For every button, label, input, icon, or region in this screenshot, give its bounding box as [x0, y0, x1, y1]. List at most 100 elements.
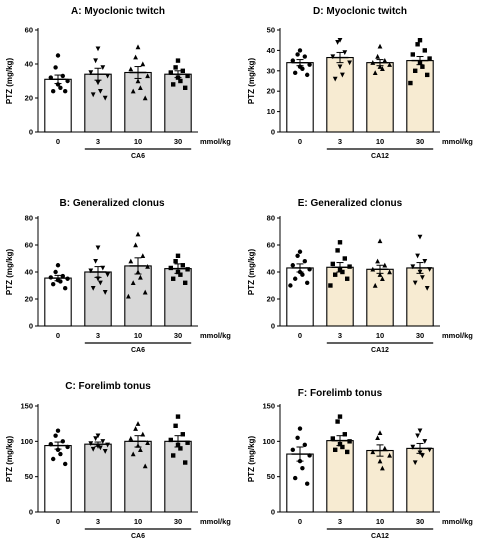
y-tick-label: 0 — [271, 508, 275, 517]
data-point — [95, 245, 101, 251]
data-point — [380, 465, 385, 471]
group-label: CA6 — [131, 533, 145, 540]
data-point — [382, 262, 388, 268]
data-point — [62, 286, 68, 291]
chart-title: F: Forelimb tonus — [298, 388, 383, 399]
bar-10 — [124, 440, 152, 513]
data-point — [417, 38, 423, 43]
data-point — [53, 433, 58, 438]
data-point — [328, 283, 333, 288]
data-point — [180, 263, 185, 268]
data-point — [65, 444, 70, 450]
data-point — [337, 64, 343, 70]
data-point — [377, 43, 383, 49]
data-point — [53, 269, 58, 275]
data-point — [142, 463, 148, 469]
data-point — [295, 253, 300, 258]
group-label: CA12 — [371, 153, 389, 160]
data-point — [417, 234, 423, 240]
data-point — [300, 272, 305, 277]
data-point — [130, 451, 136, 457]
data-point — [128, 66, 134, 72]
data-point — [171, 82, 176, 87]
data-point — [171, 453, 176, 458]
x-tick-label: 30 — [174, 331, 182, 340]
bar-30 — [406, 267, 434, 327]
data-point — [415, 253, 420, 259]
chart-panel-3: B: Generalized clonus PTZ (mg/kg) 0 20 40 60 8… — [5, 198, 231, 354]
data-point — [95, 80, 101, 86]
data-point — [173, 423, 178, 428]
data-point — [380, 66, 385, 71]
x-tick-label: 3 — [338, 137, 342, 146]
data-point — [340, 72, 345, 78]
data-point — [417, 428, 423, 434]
data-point — [90, 446, 96, 452]
data-point — [297, 249, 303, 254]
data-point — [138, 85, 143, 90]
data-point — [178, 78, 183, 84]
y-axis-label: PTZ (mg/kg) — [5, 249, 14, 296]
chart-title: C: Forelimb tonus — [65, 381, 151, 392]
data-point — [88, 268, 94, 274]
data-point — [55, 428, 61, 433]
data-point — [293, 70, 298, 76]
data-point — [422, 48, 427, 53]
data-point — [183, 280, 188, 285]
data-point — [335, 248, 340, 253]
data-point — [180, 432, 185, 437]
x-tick-label: 3 — [338, 517, 342, 526]
data-point — [142, 289, 148, 295]
data-point — [330, 436, 335, 441]
y-axis-label: PTZ (mg/kg) — [5, 436, 14, 483]
bar-0 — [44, 277, 72, 327]
chart-panel-6: F: Forelimb tonus PTZ (mg/kg) 0 50 100 150 0 3 1… — [247, 388, 473, 540]
data-point — [100, 65, 106, 70]
data-point — [173, 259, 178, 264]
x-tick-label: 3 — [96, 331, 100, 340]
data-point — [410, 52, 415, 57]
x-tick-label: 3 — [96, 137, 100, 146]
x-tick-label: 30 — [416, 517, 424, 526]
data-point — [412, 280, 418, 286]
data-point — [330, 261, 335, 267]
data-point — [100, 439, 106, 444]
data-point — [375, 53, 380, 59]
data-point — [333, 272, 338, 277]
y-axis-label: PTZ (mg/kg) — [5, 58, 14, 105]
data-point — [293, 276, 298, 281]
data-point — [128, 435, 134, 441]
data-point — [180, 68, 185, 73]
x-tick-label: 0 — [56, 331, 60, 340]
data-point — [375, 258, 380, 264]
chart-title: D: Myoclonic twitch — [313, 6, 407, 17]
data-point — [55, 53, 61, 58]
data-point — [377, 238, 383, 244]
data-point — [145, 73, 150, 79]
y-tick-label: 0 — [29, 508, 33, 517]
data-point — [415, 433, 420, 439]
x-tick-label: 30 — [416, 137, 424, 146]
data-point — [302, 54, 307, 59]
data-point — [337, 414, 343, 419]
data-point — [372, 70, 378, 76]
data-point — [295, 52, 300, 57]
x-tick-label: 0 — [298, 517, 302, 526]
data-point — [171, 276, 176, 281]
data-point — [65, 78, 70, 84]
data-point — [51, 89, 56, 94]
data-point — [297, 48, 303, 53]
data-point — [90, 286, 96, 291]
data-point — [415, 42, 420, 47]
data-point — [337, 38, 343, 43]
y-tick-label: 100 — [262, 437, 275, 446]
y-tick-label: 20 — [25, 94, 33, 103]
data-point — [305, 280, 310, 285]
x-tick-label: 10 — [134, 137, 142, 146]
y-tick-label: 100 — [20, 437, 33, 446]
y-tick-label: 40 — [267, 268, 275, 277]
group-label: CA12 — [371, 347, 389, 354]
data-point — [337, 240, 343, 245]
y-tick-label: 150 — [262, 402, 275, 411]
